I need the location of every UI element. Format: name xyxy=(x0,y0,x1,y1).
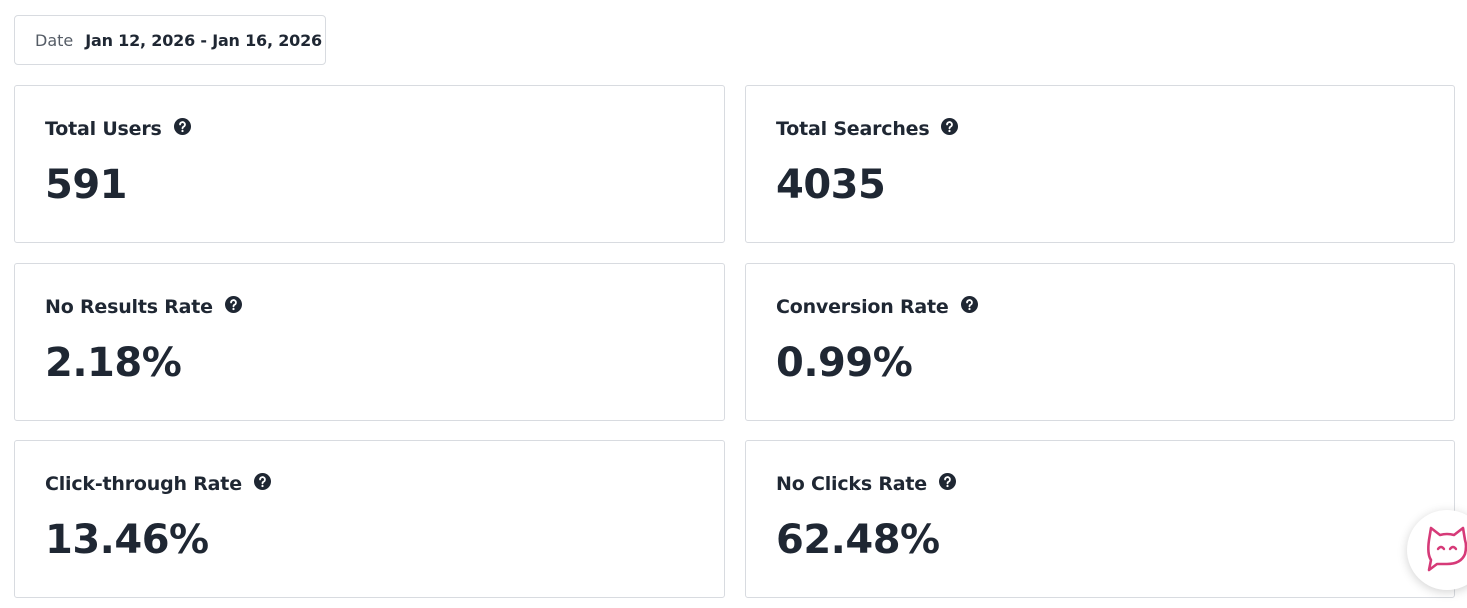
help-icon[interactable] xyxy=(960,295,978,313)
date-range: Jan 12, 2026 - Jan 16, 2026 xyxy=(85,30,322,50)
kpi-card: Total Users 591 xyxy=(14,85,725,243)
kpi-value: 591 xyxy=(45,162,128,208)
help-icon[interactable] xyxy=(224,295,242,313)
kpi-title: Total Searches xyxy=(776,117,959,140)
kpi-card: Conversion Rate 0.99% xyxy=(745,263,1455,421)
kpi-title-text: Conversion Rate xyxy=(776,296,949,318)
help-icon[interactable] xyxy=(938,472,956,490)
help-icon[interactable] xyxy=(253,472,271,490)
kpi-card: Click-through Rate 13.46% xyxy=(14,440,725,598)
chat-icon xyxy=(1427,526,1467,572)
kpi-title: Click-through Rate xyxy=(45,472,271,495)
kpi-title-text: Click-through Rate xyxy=(45,473,242,495)
kpi-card: Total Searches 4035 xyxy=(745,85,1455,243)
kpi-value: 0.99% xyxy=(776,340,913,386)
kpi-title-text: No Results Rate xyxy=(45,296,213,318)
kpi-title-text: Total Users xyxy=(45,118,162,140)
kpi-title: Conversion Rate xyxy=(776,295,978,318)
kpi-title-text: Total Searches xyxy=(776,118,930,140)
kpi-value: 4035 xyxy=(776,162,886,208)
date-filter[interactable]: Date Jan 12, 2026 - Jan 16, 2026 xyxy=(14,15,326,65)
date-label: Date xyxy=(35,30,74,50)
help-icon[interactable] xyxy=(941,117,959,135)
kpi-title: Total Users xyxy=(45,117,191,140)
kpi-title: No Results Rate xyxy=(45,295,242,318)
chat-button[interactable] xyxy=(1407,510,1467,590)
help-icon[interactable] xyxy=(173,117,191,135)
kpi-value: 2.18% xyxy=(45,340,182,386)
kpi-card: No Results Rate 2.18% xyxy=(14,263,725,421)
kpi-value: 62.48% xyxy=(776,517,940,563)
kpi-title-text: No Clicks Rate xyxy=(776,473,927,495)
kpi-value: 13.46% xyxy=(45,517,209,563)
kpi-card: No Clicks Rate 62.48% xyxy=(745,440,1455,598)
kpi-title: No Clicks Rate xyxy=(776,472,956,495)
